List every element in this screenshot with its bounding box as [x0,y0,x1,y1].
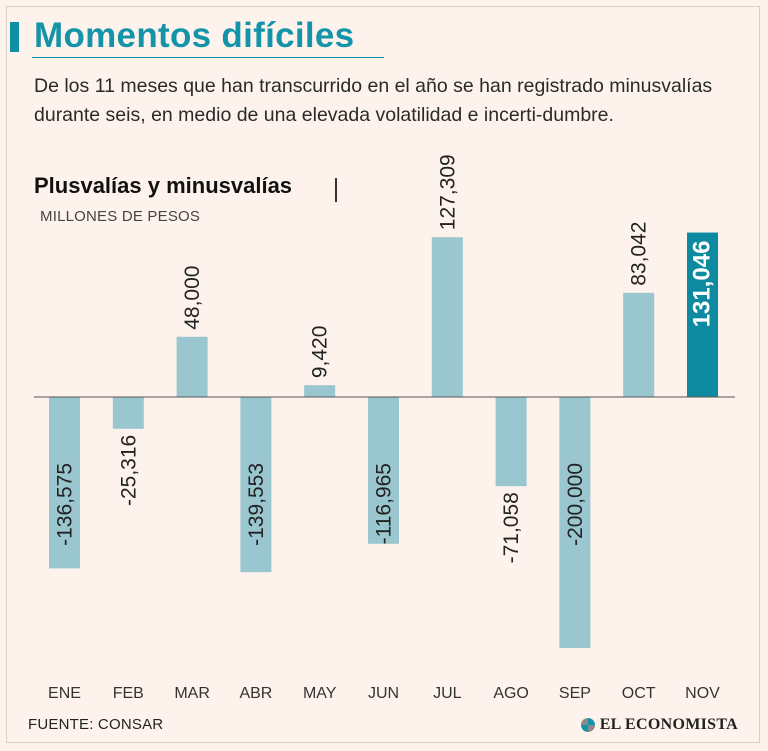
category-label-feb: FEB [113,685,144,702]
bar-nov [687,232,718,397]
category-label-jul: JUL [433,685,462,702]
bar-jul [431,237,463,397]
value-label-ago: -71,058 [500,492,523,563]
bar-feb [112,397,144,429]
title-underline [32,57,384,58]
category-label-abr: ABR [239,685,272,702]
value-label-abr: -139,553 [245,463,268,546]
value-label-may: 9,420 [309,326,332,379]
chart-title: Plusvalías y minusvalías [34,173,293,198]
category-label-sep: SEP [559,685,591,702]
chart-title-divider [335,178,337,202]
value-label-oct: 83,042 [628,222,651,286]
bar-jun [368,397,399,544]
subtitle: De los 11 meses que han transcurrido en … [34,75,713,126]
category-label-mar: MAR [174,685,210,702]
category-label-ene: ENE [48,685,81,702]
category-label-may: MAY [303,685,337,702]
publisher-logo: EL ECONOMISTA [580,716,738,734]
bar-ene [49,397,80,569]
value-label-nov: 131,046 [689,241,716,328]
value-label-mar: 48,000 [181,266,204,330]
value-label-feb: -25,316 [117,435,140,506]
category-label-nov: NOV [685,685,720,702]
page-title: Momentos difíciles [34,16,355,55]
infographic-frame [6,6,760,743]
el-economista-logo-icon [580,718,595,732]
value-label-ene: -136,575 [54,463,77,546]
bar-sep [559,397,591,648]
bar-mar [176,336,208,397]
bar-abr [240,397,272,573]
value-label-sep: -200,000 [564,463,587,546]
category-label-jun: JUN [368,685,399,702]
title-accent-bar [10,22,19,52]
bar-oct [623,292,655,397]
category-label-oct: OCT [622,685,656,702]
value-label-jul: 127,309 [436,154,459,230]
category-label-ago: AGO [493,685,529,702]
bar-ago [495,397,527,487]
logo-text: EL ECONOMISTA [599,716,738,733]
value-label-jun: -116,965 [373,463,396,544]
bar-may [304,385,336,397]
source-note: FUENTE: CONSAR [28,716,164,733]
chart-unit-label: MILLONES DE PESOS [40,208,201,225]
